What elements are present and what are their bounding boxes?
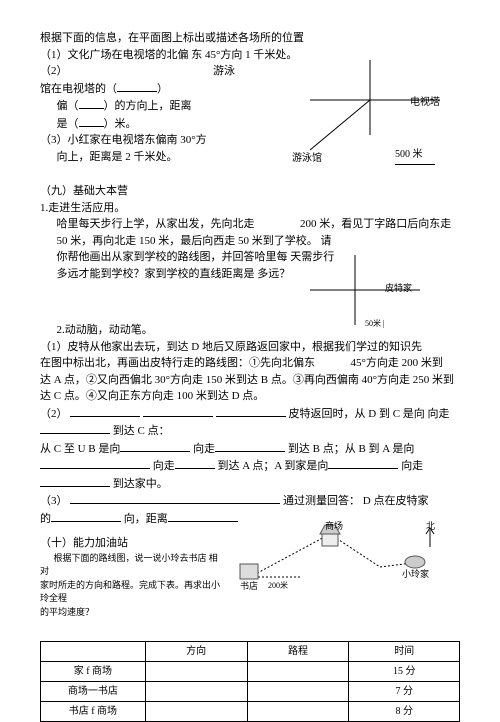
intro-text: 根据下面的信息，在平面图上标出或描述各场所的位置 — [40, 30, 460, 47]
hali-diagram: 皮特家 50米 | — [300, 250, 430, 356]
th-distance: 路程 — [247, 642, 349, 662]
pete-home-label: 皮特家 — [385, 282, 412, 296]
200m-label: 200米 — [268, 580, 288, 592]
s9-1-title: 1.走进生活应用。 — [40, 200, 460, 217]
s9-2-1e: 达 C 点。④又向正东方向走 100 米到达 D 点。 — [40, 388, 460, 405]
s9-2-2-row3: 从 C 至 U B 是向 向走 到达 B 点；从 B 到 A 是向 — [40, 440, 460, 458]
s9-2-1b-row: 在图中标出北，再画出皮特行走的路线图：①先向北偏东 45°方向走 200 米到 — [40, 355, 460, 372]
tv-tower-diagram: 电视塔 游泳馆 500 米 — [290, 55, 450, 171]
r2c1: 商场一书店 — [41, 682, 146, 702]
r1c1: 家 f 商场 — [41, 662, 146, 682]
route-table: 方向 路程 时间 家 f 商场 15 分 商场一书店 7 分 书店 f 商场 8… — [40, 641, 460, 722]
s9-2-2-row5: 到达家中。 — [40, 475, 460, 493]
r1c3: 15 分 — [349, 662, 460, 682]
r3c1: 书店 f 商场 — [41, 702, 146, 722]
s9-2-3-row1: （3） 通过测量回答： D 点在皮特家 — [40, 492, 460, 510]
s9-2-2-row2: 到达 C 点： — [40, 422, 460, 440]
s10-b: 家时所走的方向和路程。完成下表。再求出小玲全程 — [40, 579, 220, 606]
s9-2-2-row4: 向走 到达 A 点；A 到家是向 向走 — [40, 457, 460, 475]
s9-2-2-row1: （2） 皮特返回时，从 D 到 C 是向 向走 — [40, 405, 460, 423]
scale-small: 50米 | — [365, 318, 385, 330]
scale-label: 500 米 — [395, 147, 435, 165]
th-time: 时间 — [349, 642, 460, 662]
xl-home-label: 小玲家 — [402, 568, 429, 582]
mall-label: 商场 — [325, 520, 343, 534]
s9-2-1d: 达 A 点，②又向西偏北 30°方向走 150 米到达 B 点。③再向西偏南 4… — [40, 372, 460, 389]
r3c3: 8 分 — [349, 702, 460, 722]
s9-1a-row: 哈里每天步行上学，从家出发，先向北走 200 米，看见丁字路口后向东走 — [40, 216, 460, 233]
tower-label: 电视塔 — [410, 95, 440, 110]
th-direction: 方向 — [145, 642, 247, 662]
store-label: 书店 — [240, 580, 258, 594]
pool-label: 游泳馆 — [292, 151, 322, 166]
s9-1c: 50 米，再向北走 150 米，最后向西走 50 米到了学校。 请 — [40, 233, 460, 250]
section-9-title: （九）基础大本营 — [40, 183, 460, 200]
north-label: 北 — [426, 520, 435, 534]
route-map: 商场 北 书店 200米 小玲家 — [220, 522, 440, 598]
s10-c: 的平均速度？ — [40, 606, 220, 620]
r2c3: 7 分 — [349, 682, 460, 702]
s10-a: 根据下面的路线图，说一说小玲去书店 相对 — [40, 552, 220, 579]
